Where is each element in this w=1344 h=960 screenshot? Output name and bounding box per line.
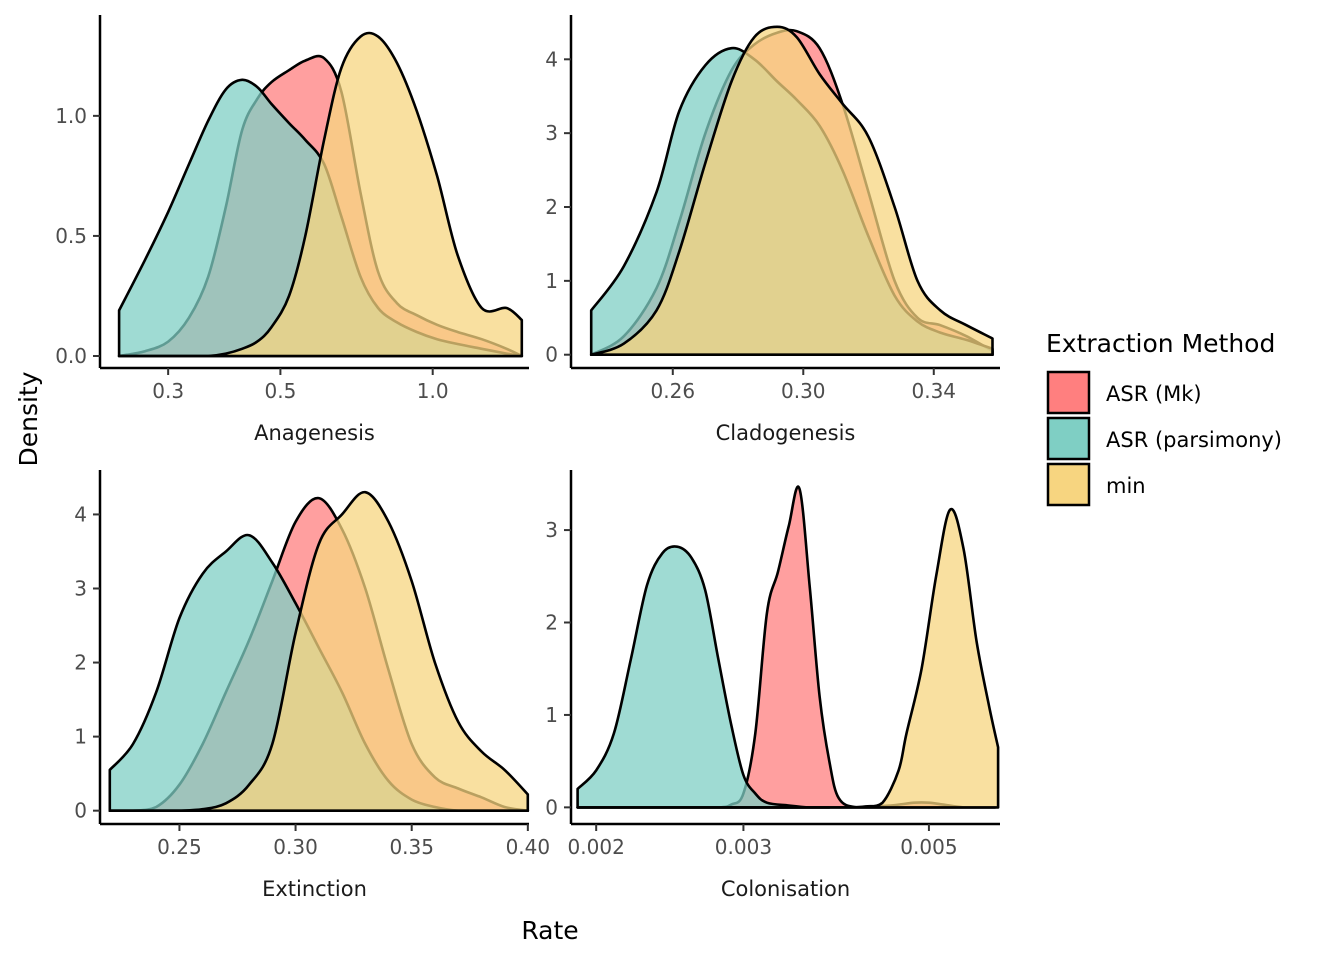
y-tick-label-colonisation: 2	[545, 611, 558, 635]
x-tick-label-extinction: 0.40	[506, 835, 551, 859]
y-tick-label-anagenesis: 1.0	[55, 104, 87, 128]
panel-extinction-axes: 0.25 0.30 0.35 0.40 0 1 2 3 4	[74, 470, 550, 859]
y-tick-label-anagenesis: 0.5	[55, 224, 87, 248]
y-axis-title: Density	[14, 371, 43, 466]
legend-key-asr-parsimony	[1046, 416, 1091, 461]
x-tick-label-anagenesis: 0.5	[264, 379, 296, 403]
legend: Extraction Method ASR (Mk) ASR (parsimon…	[1046, 329, 1282, 507]
y-tick-label-extinction: 1	[74, 725, 87, 749]
y-tick-label-cladogenesis: 4	[545, 47, 558, 71]
y-tick-label-colonisation: 1	[545, 703, 558, 727]
x-tick-label-cladogenesis: 0.30	[781, 379, 826, 403]
panel-anagenesis-axes: 0.3 0.5 1.0 0.0 0.5 1.0	[55, 15, 529, 403]
x-tick-label-cladogenesis: 0.26	[651, 379, 696, 403]
panel-anagenesis-marks	[117, 31, 524, 358]
panel-colonisation-marks	[576, 485, 1000, 809]
x-tick-label-extinction: 0.35	[389, 835, 434, 859]
x-tick-label-anagenesis: 1.0	[417, 379, 449, 403]
x-tick-label-cladogenesis: 0.34	[912, 379, 957, 403]
legend-title: Extraction Method	[1046, 329, 1275, 358]
y-tick-label-cladogenesis: 0	[545, 343, 558, 367]
panel-colonisation: 0.002 0.003 0.005 0 1 2 3 Colonisation	[545, 470, 1000, 901]
legend-label-asr-parsimony: ASR (parsimony)	[1106, 428, 1282, 452]
y-tick-label-cladogenesis: 1	[545, 269, 558, 293]
facet-title-anagenesis: Anagenesis	[254, 421, 375, 445]
panel-extinction: 0.25 0.30 0.35 0.40 0 1 2 3 4 Extinction	[74, 470, 550, 901]
facet-title-colonisation: Colonisation	[721, 877, 850, 901]
panel-extinction-marks	[108, 490, 530, 813]
facet-title-cladogenesis: Cladogenesis	[716, 421, 856, 445]
x-tick-label-extinction: 0.30	[273, 835, 318, 859]
density-area-colonisation-min	[576, 507, 1000, 809]
y-tick-label-anagenesis: 0.0	[55, 344, 87, 368]
panel-colonisation-axes: 0.002 0.003 0.005 0 1 2 3	[545, 470, 1000, 859]
x-axis-title: Rate	[521, 916, 578, 945]
panel-cladogenesis-marks	[589, 25, 994, 356]
y-tick-label-cladogenesis: 2	[545, 195, 558, 219]
x-tick-label-extinction: 0.25	[157, 835, 202, 859]
y-tick-label-extinction: 2	[74, 651, 87, 675]
panel-cladogenesis: 0.26 0.30 0.34 0 1 2 3 4 Cladogenesis	[545, 15, 1000, 445]
density-area-cladogenesis-min	[589, 25, 994, 356]
x-tick-label-colonisation: 0.003	[715, 835, 772, 859]
y-tick-label-extinction: 3	[74, 576, 87, 600]
y-tick-label-extinction: 4	[74, 502, 87, 526]
legend-label-min: min	[1106, 474, 1146, 498]
legend-key-min	[1046, 462, 1091, 507]
y-tick-label-extinction: 0	[74, 799, 87, 823]
y-tick-label-cladogenesis: 3	[545, 121, 558, 145]
y-tick-label-colonisation: 0	[545, 795, 558, 819]
density-area-anagenesis-min	[117, 31, 524, 358]
legend-label-asr-mk: ASR (Mk)	[1106, 382, 1202, 406]
facet-title-extinction: Extinction	[262, 877, 367, 901]
density-area-colonisation-asr-parsimony	[576, 545, 831, 809]
panel-anagenesis: 0.3 0.5 1.0 0.0 0.5 1.0 Anagenesis	[55, 15, 529, 445]
legend-key-asr-mk	[1046, 370, 1091, 415]
density-area-extinction-min	[108, 490, 530, 813]
x-tick-label-colonisation: 0.005	[900, 835, 957, 859]
y-tick-label-colonisation: 3	[545, 518, 558, 542]
x-tick-label-anagenesis: 0.3	[152, 379, 184, 403]
x-tick-label-colonisation: 0.002	[568, 835, 625, 859]
panel-cladogenesis-axes: 0.26 0.30 0.34 0 1 2 3 4	[545, 15, 1000, 403]
